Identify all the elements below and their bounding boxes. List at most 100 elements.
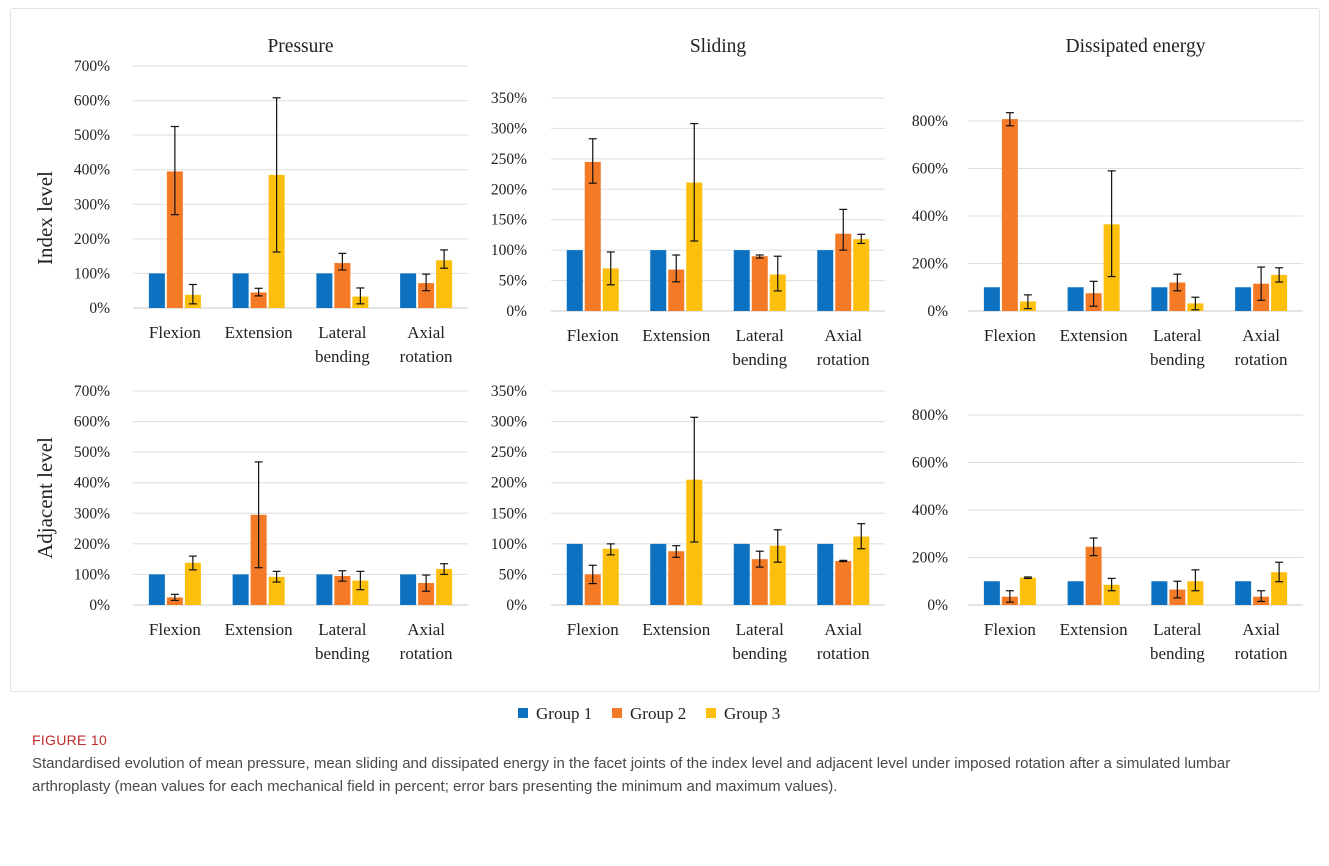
legend-swatch [518,708,528,718]
bar-group-3 [1103,584,1120,605]
bar-group-1 [1067,287,1084,311]
bar-group-1 [400,273,417,308]
x-tick-label: bending [732,644,787,663]
bar-group-3 [184,562,201,605]
y-tick-label: 800% [912,113,948,130]
chart-panel-1: Pressure 0% 100% 200% 300% 400% 500% 600% 700% Fl… [74,36,468,366]
chart-panel-5: 0% 50% 100% 150% 200% 250% 300% 350% Flexion Exte… [491,383,885,663]
x-tick-label: Axial [407,620,445,639]
y-tick-label: 200% [491,475,527,492]
x-tick-label: Flexion [984,326,1036,345]
y-tick-label: 400% [912,208,948,225]
bar-group-2 [835,233,852,311]
x-tick-label: rotation [1235,644,1288,663]
x-tick-label: Lateral [736,326,784,345]
figure-label: FIGURE 10 [32,732,108,748]
chart-title: Dissipated energy [1066,36,1206,57]
x-tick-label: Extension [225,323,293,342]
legend: Group 1 Group 2 Group 3 [518,704,780,723]
y-tick-label: 100% [491,536,527,553]
y-tick-label: 0% [89,597,110,614]
bar-group-1 [1235,287,1252,311]
bar-group-1 [566,250,583,311]
y-tick-label: 200% [491,181,527,198]
bar-group-1 [232,273,249,308]
bar-group-3 [769,274,786,311]
bar-group-2 [1001,119,1018,311]
y-tick-label: 200% [912,256,948,273]
bar-group-1 [983,287,1000,311]
bar-group-2 [584,574,601,605]
x-tick-label: rotation [817,350,870,369]
bar-group-1 [733,543,750,605]
bar-group-1 [1151,581,1168,605]
bar-group-2 [835,560,852,605]
y-tick-label: 200% [74,536,110,553]
bar-group-3 [1187,581,1204,605]
row-label: Index level [33,171,57,265]
y-tick-label: 400% [74,475,110,492]
y-tick-label: 600% [74,93,110,110]
bar-group-1 [1235,581,1252,605]
chart-panel-6: 0% 200% 400% 600% 800% Flexion Extension Latera… [912,407,1303,663]
bar-group-3 [436,260,453,308]
bar-group-1 [316,574,333,605]
x-tick-label: rotation [400,644,453,663]
y-tick-label: 100% [74,265,110,282]
y-tick-label: 700% [74,58,110,75]
x-tick-label: Lateral [318,323,366,342]
bar-group-3 [602,268,619,311]
x-tick-label: Flexion [984,620,1036,639]
y-tick-label: 300% [491,414,527,431]
y-tick-label: 50% [499,273,528,290]
x-tick-label: Lateral [318,620,366,639]
bar-group-3 [1271,274,1288,311]
x-tick-label: Flexion [149,620,201,639]
y-tick-label: 400% [74,162,110,179]
chart-title: Pressure [267,36,333,57]
x-tick-label: Axial [824,620,862,639]
chart-panel-2: Sliding 0% 50% 100% 150% 200% 250% 300% 350% Flex… [491,36,885,369]
bar-group-1 [400,574,417,605]
y-tick-label: 300% [74,505,110,522]
bar-group-1 [733,250,750,311]
bar-group-2 [334,263,351,308]
chart-panel-4: 0% 100% 200% 300% 400% 500% 600% 700% Flexion Ext… [74,383,468,663]
y-tick-label: 0% [89,300,110,317]
bar-group-2 [1085,546,1102,605]
x-tick-label: Lateral [1153,326,1201,345]
row-label: Adjacent level [33,437,57,559]
y-tick-label: 400% [912,502,948,519]
bar-group-2 [668,269,685,311]
x-tick-label: Lateral [1153,620,1201,639]
bar-group-1 [316,273,333,308]
y-tick-label: 0% [506,597,527,614]
y-tick-label: 600% [74,414,110,431]
bar-group-2 [166,597,183,605]
y-tick-label: 500% [74,444,110,461]
bar-group-3 [352,580,369,605]
bar-group-1 [148,574,165,605]
chart-title: Sliding [690,36,747,57]
y-tick-label: 800% [912,407,948,424]
x-tick-label: Axial [1242,326,1280,345]
y-tick-label: 250% [491,444,527,461]
bar-group-3 [268,576,285,605]
legend-label: Group 3 [724,704,780,723]
bar-group-1 [650,250,667,311]
bar-group-3 [436,568,453,605]
bar-group-2 [751,256,768,311]
y-tick-label: 600% [912,161,948,178]
bar-group-1 [1067,581,1084,605]
bar-group-1 [566,543,583,605]
bar-group-3 [686,182,703,311]
x-tick-label: Extension [1060,620,1128,639]
legend-swatch [612,708,622,718]
x-tick-label: Axial [824,326,862,345]
x-tick-label: Flexion [149,323,201,342]
bar-group-3 [1019,577,1036,605]
y-tick-label: 50% [499,566,528,583]
bar-group-3 [853,536,870,605]
chart-panel-3: Dissipated energy 0% 200% 400% 600% 800% Flexi… [912,36,1303,369]
y-tick-label: 0% [506,303,527,320]
